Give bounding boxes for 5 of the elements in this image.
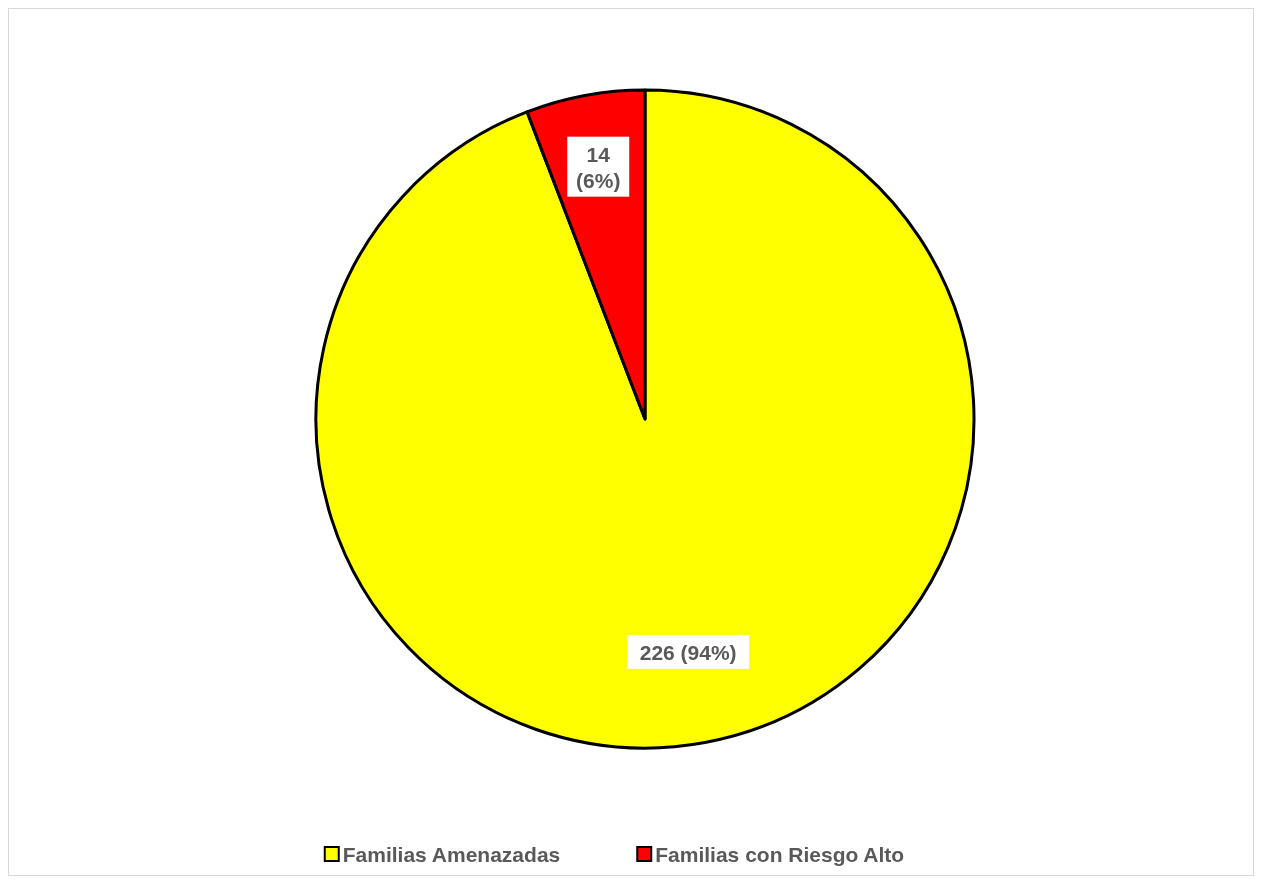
data-label: 226 (94%) (639, 640, 737, 664)
legend-label: Familias con Riesgo Alto (655, 842, 905, 866)
pie-slice (314, 88, 976, 750)
data-label: 14 (6%) (576, 142, 621, 192)
legend-label: Familias Amenazadas (342, 842, 561, 866)
